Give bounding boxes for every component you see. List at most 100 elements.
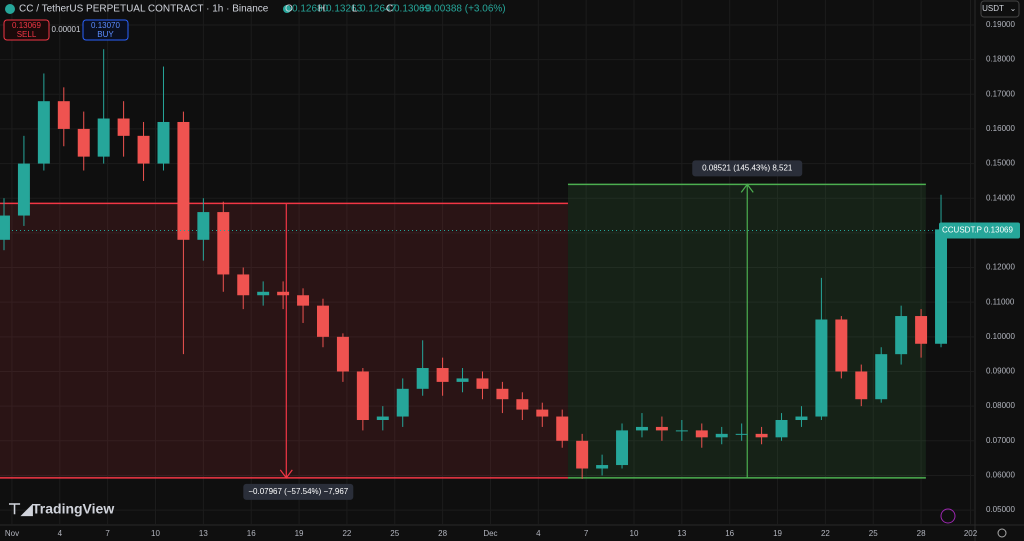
candle-body xyxy=(97,118,110,157)
lightning-icon[interactable] xyxy=(940,508,956,524)
y-tick-label: 0.19000 xyxy=(986,20,1015,29)
y-tick-label: 0.08000 xyxy=(986,401,1015,410)
buy-label: BUY xyxy=(97,30,114,39)
measure-label-box xyxy=(243,483,354,500)
y-tick-label: 0.07000 xyxy=(986,436,1015,445)
overlay: CC / TetherUS PERPETUAL CONTRACT · 1h · … xyxy=(3,0,1020,538)
candle-body xyxy=(77,128,90,157)
candle-body xyxy=(556,416,569,441)
y-tick-label: 0.15000 xyxy=(986,159,1015,168)
currency-button[interactable] xyxy=(980,0,1020,18)
candle-body xyxy=(835,319,848,372)
candle-body xyxy=(177,121,190,240)
candle-body xyxy=(596,465,609,469)
x-tick-label: 28 xyxy=(438,529,447,538)
ohlc-value: 0.13263 xyxy=(326,4,363,15)
y-tick-label: 0.17000 xyxy=(986,89,1015,98)
candle-body xyxy=(795,416,808,420)
candle-body xyxy=(257,291,270,296)
ohlc-value: 0.12680 xyxy=(292,4,329,15)
candle-body xyxy=(675,430,688,432)
measure-label: 0.08521 (145.43%) 8,521 xyxy=(702,163,793,172)
sell-button[interactable] xyxy=(3,19,50,41)
measure-label: −0.07967 (−57.54%) −7,967 xyxy=(248,487,348,496)
x-tick-label: 22 xyxy=(342,529,351,538)
x-tick-label: 25 xyxy=(390,529,399,538)
candle-body xyxy=(217,212,230,275)
x-tick-label: 19 xyxy=(295,529,304,538)
plot-area xyxy=(0,0,975,525)
last-price-tag xyxy=(939,222,1020,239)
currency: USDT xyxy=(982,4,1004,13)
candle-body xyxy=(157,121,170,164)
ohlc-label: C xyxy=(386,4,393,15)
candle-body xyxy=(755,433,768,438)
candle-body xyxy=(616,430,629,466)
x-tick-label: Nov xyxy=(5,529,19,538)
currency-caret: ⌄ xyxy=(1010,4,1017,13)
candle-body xyxy=(935,229,948,344)
candle-body xyxy=(0,215,10,240)
arrow-head xyxy=(279,469,293,479)
candle-body xyxy=(237,274,250,296)
y-tick-label: 0.09000 xyxy=(986,367,1015,376)
y-tick-label: 0.05000 xyxy=(986,505,1015,514)
x-tick-label: 16 xyxy=(247,529,256,538)
candle-body xyxy=(516,399,529,410)
x-tick-label: 4 xyxy=(536,529,541,538)
ohlc-label: O xyxy=(285,4,293,15)
candle-body xyxy=(815,319,828,417)
last-price-label: 0.13069 xyxy=(984,226,1013,235)
candle-body xyxy=(576,440,589,469)
candle-body xyxy=(775,420,788,438)
y-tick-label: 0.06000 xyxy=(986,471,1015,480)
candle-body xyxy=(17,163,30,216)
y-tick-label: 0.11000 xyxy=(986,297,1015,306)
candle-body xyxy=(895,316,908,355)
measure-box xyxy=(0,203,568,478)
status-dot xyxy=(283,5,291,13)
candle-body xyxy=(396,388,409,417)
candle-body xyxy=(277,291,290,296)
candle-body xyxy=(57,101,70,129)
x-tick-label: 22 xyxy=(821,529,830,538)
x-tick-label: 4 xyxy=(58,529,63,538)
x-tick-label: 13 xyxy=(677,529,686,538)
sell-price: 0.13069 xyxy=(12,21,41,30)
x-tick-label: 16 xyxy=(725,529,734,538)
sell-label: SELL xyxy=(17,30,37,39)
candle-body xyxy=(456,378,469,382)
x-tick-label: 19 xyxy=(773,529,782,538)
x-tick-label: 28 xyxy=(917,529,926,538)
y-tick-label: 0.16000 xyxy=(986,124,1015,133)
x-tick-label: 7 xyxy=(105,529,110,538)
change: +0.00388 (+3.06%) xyxy=(420,4,506,15)
buy-button[interactable] xyxy=(82,19,129,41)
candle-body xyxy=(915,316,928,344)
brand: TradingView xyxy=(32,501,114,517)
y-tick-label: 0.14000 xyxy=(986,193,1015,202)
last-price-symbol: CCUSDT.P xyxy=(942,226,982,235)
ohlc-value: 0.12647 xyxy=(360,4,397,15)
symbol-icon xyxy=(5,4,15,14)
candle-body xyxy=(316,305,329,337)
candle-body xyxy=(376,416,389,420)
y-tick-label: 0.10000 xyxy=(986,332,1015,341)
candle-body xyxy=(496,388,509,400)
candle-body xyxy=(735,433,748,435)
arrow-head xyxy=(740,183,754,193)
candle-body xyxy=(356,371,369,420)
settings-icon[interactable] xyxy=(997,528,1007,538)
candle-body xyxy=(416,368,429,389)
candle-body xyxy=(117,118,130,136)
x-tick-label: 10 xyxy=(630,529,639,538)
ohlc-label: H xyxy=(318,4,325,15)
x-tick-label: Dec xyxy=(483,529,497,538)
candle-body xyxy=(297,295,310,306)
ohlc-value: 0.13069 xyxy=(394,4,431,15)
candle-body xyxy=(875,354,888,400)
candle-body xyxy=(695,430,708,438)
ohlc-label: L xyxy=(352,4,358,15)
